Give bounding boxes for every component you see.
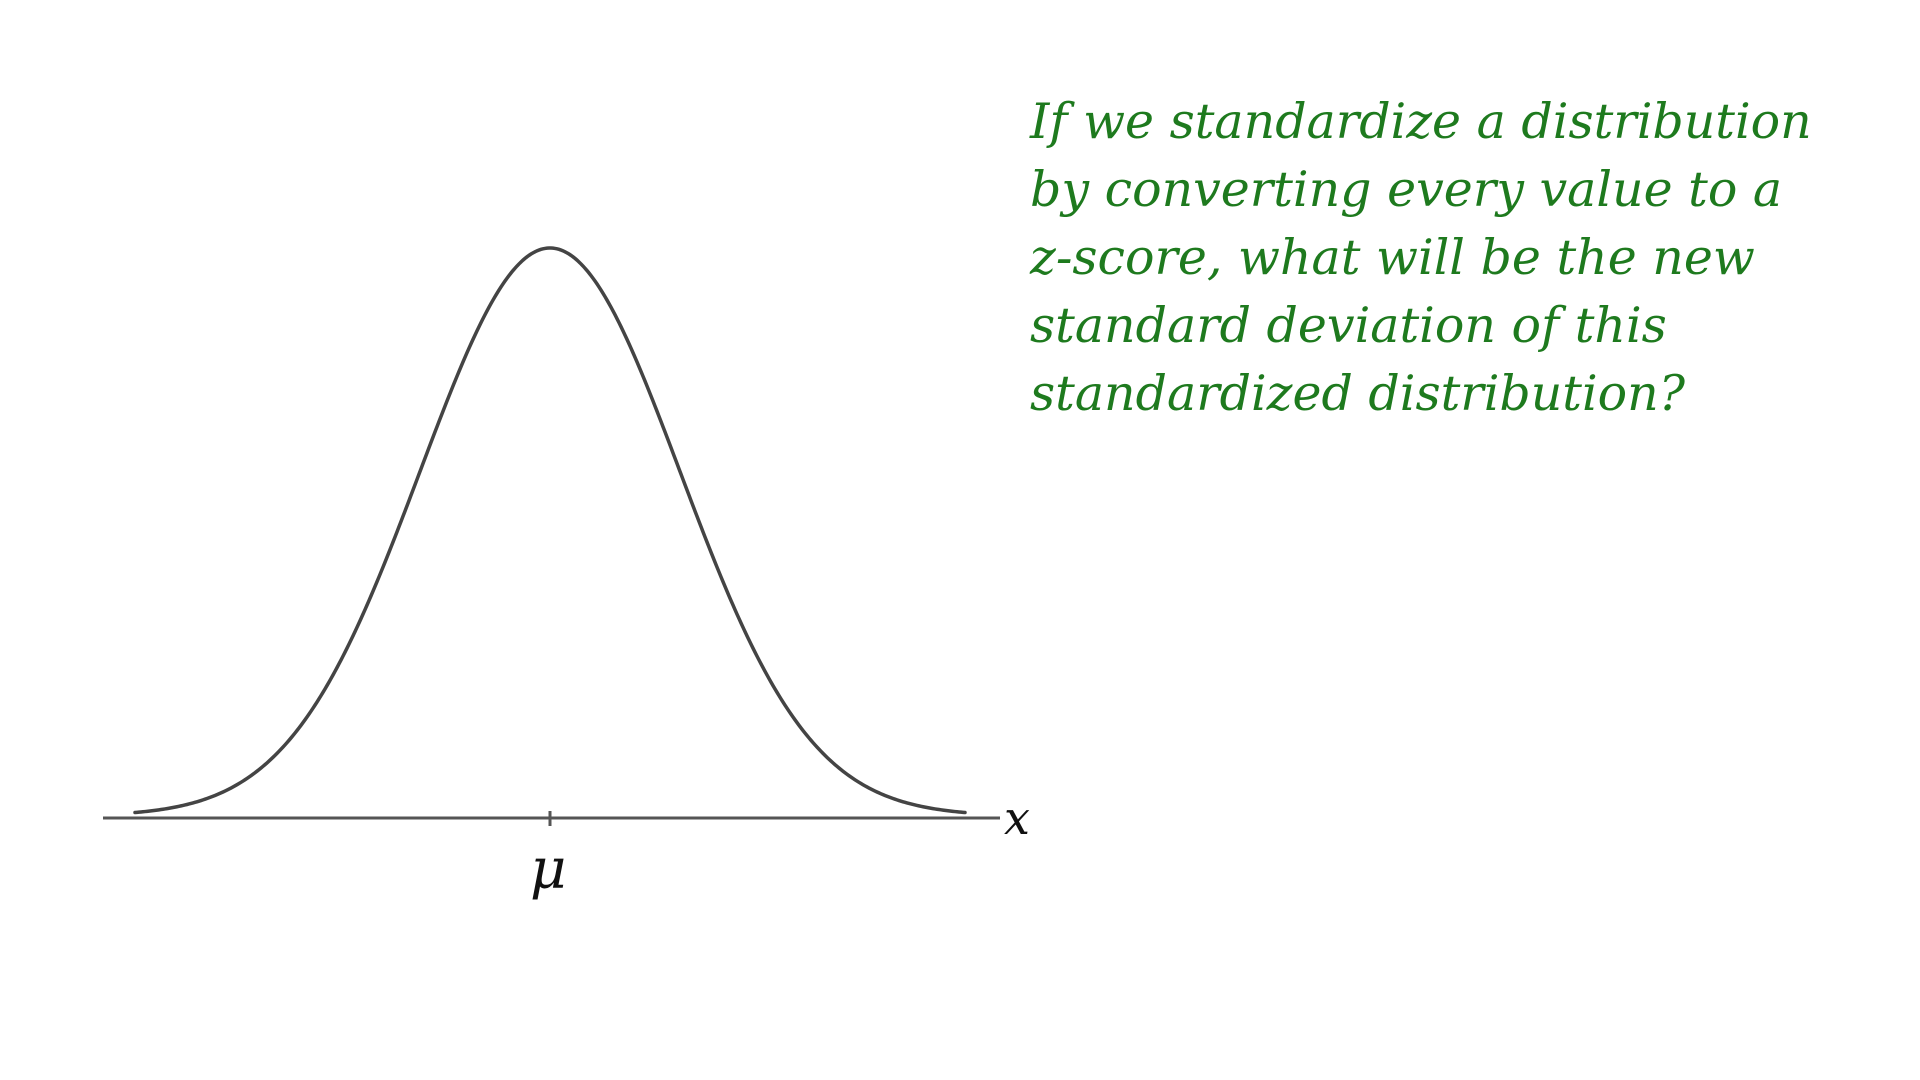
- question-line: by converting every value to a: [1030, 161, 1783, 218]
- question-line: If we standardize a distribution: [1030, 93, 1812, 150]
- bell-curve: [133, 246, 967, 815]
- question-line: standard deviation of this: [1030, 297, 1667, 354]
- mean-mu-label: μ: [530, 837, 566, 902]
- handwritten-question: If we standardize a distribution by conv…: [1030, 88, 1812, 428]
- x-axis-variable-label: x: [1004, 791, 1030, 845]
- question-line: standardized distribution?: [1030, 365, 1685, 422]
- question-line: z-score, what will be the new: [1030, 229, 1755, 286]
